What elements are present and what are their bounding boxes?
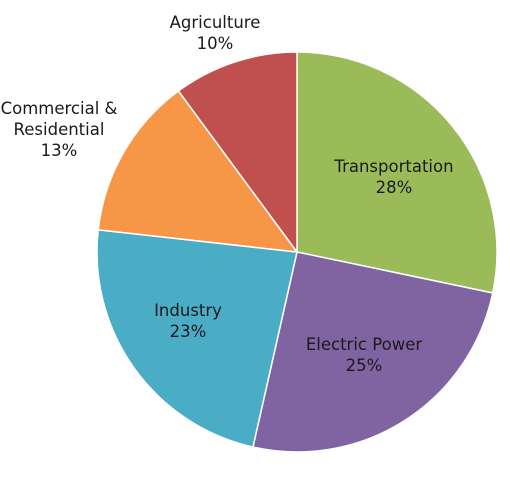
pie-labels: Transportation 28% Electric Power 25% Indust… bbox=[1, 13, 454, 375]
slice-electric-power bbox=[252, 251, 494, 453]
slice-industry bbox=[96, 229, 298, 448]
label-industry: Industry 23% bbox=[154, 301, 222, 341]
slice-transportation bbox=[296, 51, 498, 294]
label-electric-power: Electric Power 25% bbox=[306, 335, 422, 375]
label-commercial-residential: Commercial & Residential 13% bbox=[1, 99, 118, 160]
label-agriculture: Agriculture 10% bbox=[170, 13, 261, 53]
pie-slices bbox=[96, 51, 498, 453]
slice-commercial-residential bbox=[97, 89, 299, 253]
label-transportation: Transportation 28% bbox=[333, 157, 453, 197]
slice-agriculture bbox=[177, 51, 298, 255]
